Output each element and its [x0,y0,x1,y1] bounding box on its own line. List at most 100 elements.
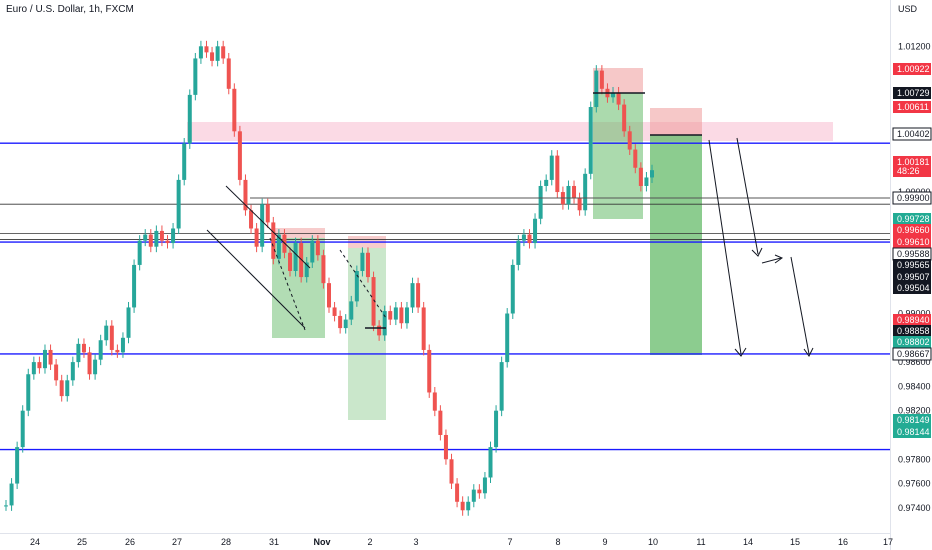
candle-body [54,364,59,381]
candle-body [48,349,53,365]
price-label-box [893,101,931,113]
candle-body [583,173,588,211]
x-tick-label: 28 [221,537,231,547]
x-tick-label: 17 [883,537,893,547]
candle-body [137,240,142,265]
candle-body [232,88,237,132]
price-label: 48:26 [897,166,920,176]
candle-body [533,218,538,244]
candle-body [521,234,526,241]
candle-body [494,410,499,448]
candle-body [293,243,298,271]
candle-body [399,307,404,324]
candle-body [198,46,203,59]
candle-body [321,255,326,284]
candle-body [210,52,215,61]
candle-body [37,362,42,369]
candle-body [616,92,621,105]
candle-body [243,179,248,211]
candle-body [432,392,437,411]
candle-body [215,46,220,61]
price-label: 0.98667 [897,349,930,359]
candle-body [159,230,164,241]
channel-upper-line [225,185,311,269]
y-tick-label: 1.01200 [898,41,931,51]
candle-body [599,70,604,89]
candle-body [438,410,443,435]
candle-body [31,362,36,375]
candle-body [154,230,159,247]
candle-body [510,264,515,314]
candle-body [98,340,103,360]
candle-body [327,283,331,308]
drawings-layer [206,92,890,357]
candle-body [249,210,254,229]
price-label-box [893,271,931,283]
path-dashed-1 [269,237,306,331]
candle-body [126,307,131,338]
candle-body [271,222,276,259]
price-label-box [893,426,931,438]
candle-body [165,240,170,244]
arrow-head-1 [734,347,747,357]
candle-body [638,167,643,186]
candle-body [482,477,487,494]
chart-title: Euro / U.S. Dollar, 1h, FXCM [6,4,134,15]
price-label: 0.99610 [897,237,930,247]
candle-body [382,311,387,336]
candle-body [527,234,532,244]
price-label-box [893,224,931,236]
candle-body [143,234,148,241]
supply-zone [187,122,833,141]
price-label: 1.00729 [897,88,930,98]
candle-body [471,489,476,502]
price-label-box [893,259,931,271]
candle-body [288,252,293,271]
x-tick-label: 10 [648,537,658,547]
candle-body [104,325,109,341]
y-tick-label: 0.97400 [898,503,931,513]
candle-body [76,343,81,363]
currency-label: USD [898,4,918,14]
y-tick-label: 0.99000 [898,309,931,319]
candle-body [449,459,454,484]
x-tick-label: 27 [172,537,182,547]
arrow-head-4 [803,347,814,357]
price-label: 0.99660 [897,225,930,235]
arrow-head-3 [774,254,784,264]
price-label: 0.98144 [897,427,930,437]
candle-body [120,337,125,353]
candle-body [354,271,359,302]
candle-body [310,240,315,263]
y-tick-label: 0.98400 [898,381,931,391]
candle-body [505,313,510,363]
x-tick-label: Nov [313,537,330,547]
candle-body [265,204,270,223]
candle-body [516,240,521,265]
candle-body [226,58,231,89]
x-tick-label: 8 [555,537,560,547]
arrow-path-2 [736,137,759,255]
price-label: 0.99565 [897,260,930,270]
candle-body [276,234,281,259]
candle-body [455,483,460,502]
x-tick-label: 14 [743,537,753,547]
candle-body [187,94,192,144]
candle-body [221,46,226,59]
price-label: 0.99507 [897,272,930,282]
candle-body [650,170,654,178]
candle-body [577,198,582,211]
candle-body [15,447,20,484]
x-tick-label: 26 [125,537,135,547]
price-label: 0.99728 [897,214,930,224]
candle-body [148,234,153,247]
candle-body [260,204,265,247]
price-label-box [893,87,931,99]
candle-body [26,374,31,411]
loss-zone-4 [650,108,702,135]
price-label: 0.98802 [897,337,930,347]
candle-body [588,107,593,174]
candle-body [371,277,376,326]
x-tick-label: 25 [77,537,87,547]
